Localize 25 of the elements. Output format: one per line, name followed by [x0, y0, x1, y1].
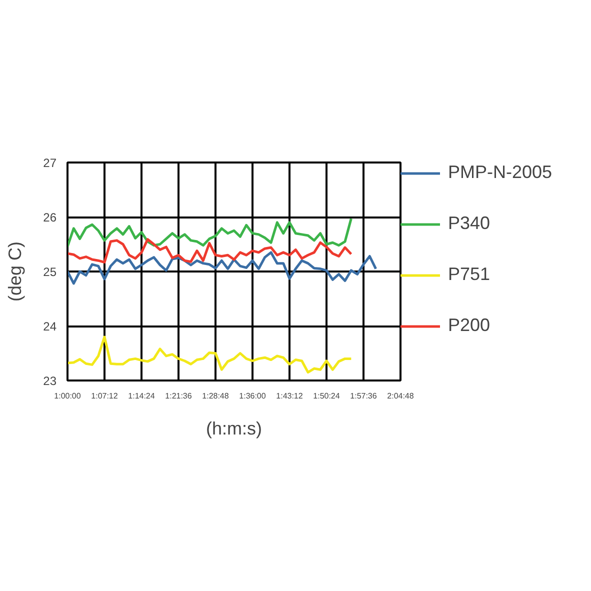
line-series — [68, 251, 378, 285]
x-tick-label: 1:43:12 — [276, 392, 304, 400]
legend-label: P751 — [448, 264, 490, 285]
x-tick-label: 1:57:36 — [350, 392, 378, 400]
x-tick-label: 1:07:12 — [91, 392, 118, 400]
y-tick-label: 27 — [43, 156, 57, 170]
x-tick-label: 1:36:00 — [239, 392, 266, 400]
x-axis-title: (h:m:s) — [206, 418, 262, 438]
x-tick-label: 1:21:36 — [165, 392, 192, 400]
line-series — [68, 217, 352, 248]
y-tick-label: 24 — [43, 320, 57, 334]
legend-label: P340 — [448, 213, 490, 234]
x-tick-label: 2:04:48 — [387, 392, 414, 400]
legend-label: PMP-N-2005 — [448, 162, 552, 183]
y-tick-label: 25 — [43, 265, 57, 279]
y-axis-title: (deg C) — [5, 241, 26, 302]
y-tick-label: 23 — [43, 374, 57, 388]
line-series — [68, 238, 352, 264]
x-tick-label: 1:14:24 — [128, 392, 156, 400]
line-series — [68, 336, 352, 374]
x-tick-label: 1:00:00 — [54, 392, 82, 400]
legend-label: P200 — [448, 315, 490, 336]
y-tick-label: 26 — [43, 210, 57, 224]
x-tick-label: 1:28:48 — [202, 392, 230, 400]
x-tick-label: 1:50:24 — [313, 392, 340, 400]
